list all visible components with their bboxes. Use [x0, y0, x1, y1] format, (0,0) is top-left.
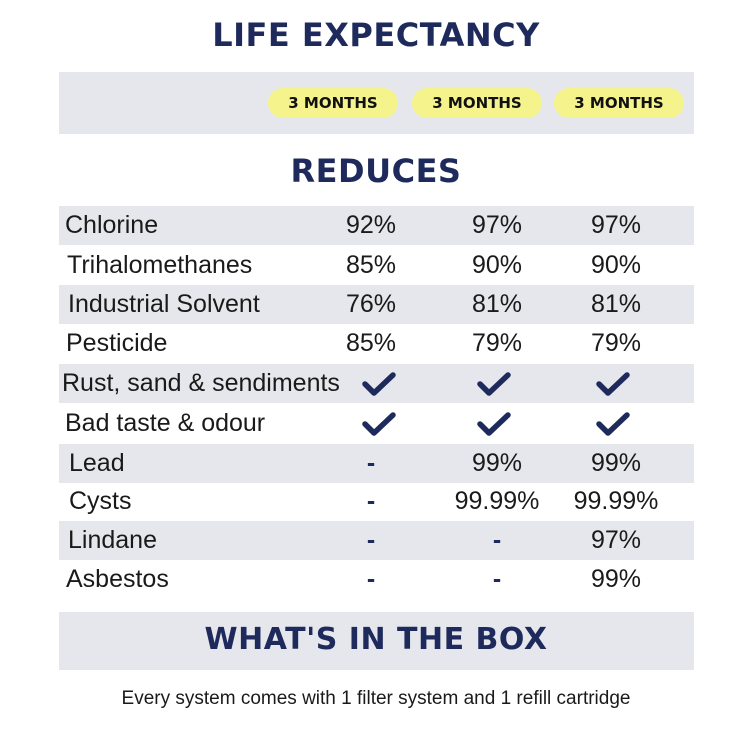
- reduction-value: 90%: [590, 251, 642, 279]
- row-label: Bad taste & odour: [65, 409, 266, 437]
- checkmark-icon: [596, 411, 630, 437]
- reduction-value: 99%: [590, 449, 642, 477]
- row-label: Rust, sand & sendiments: [62, 369, 340, 397]
- reduction-value: 99.99%: [573, 487, 659, 515]
- table-row: Cysts - 99.99% 99.99%: [59, 482, 694, 521]
- row-label: Cysts: [69, 487, 132, 515]
- checkmark-icon: [477, 371, 511, 397]
- not-applicable-dash: -: [366, 487, 376, 515]
- row-label: Industrial Solvent: [68, 290, 260, 318]
- not-applicable-dash: -: [492, 565, 502, 593]
- row-label: Asbestos: [66, 565, 169, 593]
- reduction-value: 85%: [345, 251, 397, 279]
- life-expectancy-pill: 3 MONTHS: [268, 88, 398, 118]
- table-row: Chlorine 92% 97% 97%: [59, 206, 694, 245]
- row-label: Lindane: [68, 526, 157, 554]
- not-applicable-dash: -: [366, 449, 376, 477]
- reduction-value: 99%: [471, 449, 523, 477]
- table-row: Asbestos - - 99%: [59, 560, 694, 599]
- reduction-value: 79%: [471, 329, 523, 357]
- whats-in-box-heading: WHAT'S IN THE BOX: [204, 622, 548, 657]
- table-row: Pesticide 85% 79% 79%: [59, 324, 694, 363]
- not-applicable-dash: -: [366, 526, 376, 554]
- checkmark-icon: [596, 371, 630, 397]
- reduction-value: 79%: [590, 329, 642, 357]
- reduction-value: 99%: [590, 565, 642, 593]
- checkmark-icon: [362, 371, 396, 397]
- reduces-heading: REDUCES: [290, 152, 462, 190]
- reduction-value: 81%: [471, 290, 523, 318]
- life-expectancy-pill: 3 MONTHS: [412, 88, 542, 118]
- reduction-value: 97%: [590, 526, 642, 554]
- reduction-value: 92%: [345, 211, 397, 239]
- life-expectancy-pill: 3 MONTHS: [554, 88, 684, 118]
- row-label: Lead: [69, 449, 125, 477]
- table-row: Trihalomethanes 85% 90% 90%: [59, 246, 694, 285]
- table-row: Rust, sand & sendiments: [59, 364, 694, 403]
- reduction-value: 99.99%: [454, 487, 540, 515]
- table-row: Industrial Solvent 76% 81% 81%: [59, 285, 694, 324]
- table-row: Lindane - - 97%: [59, 521, 694, 560]
- footer-note: Every system comes with 1 filter system …: [121, 688, 631, 709]
- not-applicable-dash: -: [366, 565, 376, 593]
- whats-in-box-band: [59, 612, 694, 670]
- checkmark-icon: [477, 411, 511, 437]
- reduction-value: 97%: [590, 211, 642, 239]
- reduction-value: 76%: [345, 290, 397, 318]
- row-label: Chlorine: [65, 211, 159, 239]
- checkmark-icon: [362, 411, 396, 437]
- life-expectancy-heading: LIFE EXPECTANCY: [212, 16, 540, 54]
- not-applicable-dash: -: [492, 526, 502, 554]
- row-label: Trihalomethanes: [67, 251, 253, 279]
- reduction-value: 81%: [590, 290, 642, 318]
- reduction-value: 90%: [471, 251, 523, 279]
- reduction-value: 85%: [345, 329, 397, 357]
- row-label: Pesticide: [66, 329, 168, 357]
- table-row: Lead - 99% 99%: [59, 444, 694, 483]
- table-row: Bad taste & odour: [59, 404, 694, 443]
- reduction-value: 97%: [471, 211, 523, 239]
